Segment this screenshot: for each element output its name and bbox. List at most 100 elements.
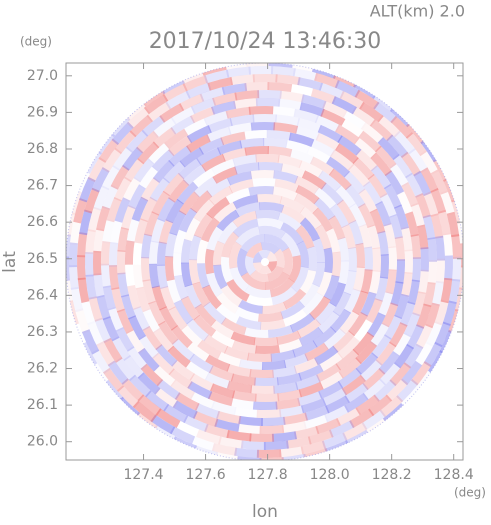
echo-cell bbox=[203, 301, 227, 325]
echo-cell bbox=[448, 309, 459, 333]
echo-cell bbox=[294, 125, 320, 141]
echo-cell bbox=[266, 130, 292, 141]
echo-cell bbox=[374, 145, 397, 169]
echo-cell bbox=[267, 261, 278, 272]
echo-cell bbox=[142, 325, 163, 351]
echo-cell bbox=[213, 201, 238, 223]
echo-cell bbox=[276, 330, 302, 346]
echo-cell bbox=[244, 255, 257, 276]
echo-cell bbox=[67, 212, 76, 237]
echo-cell bbox=[359, 101, 384, 123]
echo-cell bbox=[331, 96, 357, 115]
echo-cell bbox=[189, 353, 214, 374]
echo-cell bbox=[341, 224, 356, 250]
echo-cell bbox=[168, 306, 188, 331]
echo-cell bbox=[338, 260, 350, 286]
echo-cell bbox=[178, 191, 200, 216]
echo-cell bbox=[265, 271, 290, 290]
echo-cell bbox=[204, 372, 231, 389]
echo-cell bbox=[252, 178, 277, 187]
echo-cell bbox=[216, 292, 239, 314]
echo-cell bbox=[258, 250, 271, 259]
echo-cell bbox=[430, 188, 447, 214]
echo-cell bbox=[246, 63, 271, 67]
echo-cell bbox=[234, 447, 259, 458]
echo-cell bbox=[337, 135, 362, 156]
echo-cell bbox=[197, 263, 210, 289]
echo-cell bbox=[372, 247, 382, 272]
echo-cell bbox=[383, 183, 402, 209]
echo-cell bbox=[338, 357, 362, 379]
echo-cell bbox=[91, 349, 111, 374]
echo-cell bbox=[277, 212, 302, 231]
echo-cell bbox=[96, 205, 110, 232]
echo-cell bbox=[384, 314, 403, 340]
echo-cell bbox=[138, 347, 160, 372]
echo-cell bbox=[211, 100, 237, 115]
echo-cell bbox=[126, 106, 151, 129]
echo-cell bbox=[66, 278, 74, 303]
echo-cell bbox=[243, 327, 270, 339]
echo-cell bbox=[87, 206, 102, 233]
echo-cell bbox=[248, 66, 274, 75]
echo-cell bbox=[439, 330, 452, 354]
echo-cell bbox=[375, 201, 392, 227]
echo-cell bbox=[125, 129, 149, 153]
echo-cell bbox=[384, 170, 405, 195]
echo-cell bbox=[81, 329, 100, 355]
echo-cell bbox=[410, 202, 425, 228]
echo-cell bbox=[295, 224, 315, 249]
echo-cell bbox=[198, 137, 225, 155]
echo-cell bbox=[126, 103, 148, 121]
echo-cell bbox=[141, 115, 166, 137]
echo-cell bbox=[442, 300, 457, 326]
echo-cell bbox=[185, 82, 212, 99]
echo-cell bbox=[358, 223, 372, 249]
echo-cell bbox=[83, 342, 98, 365]
echo-cell bbox=[317, 310, 340, 334]
echo-cell bbox=[101, 184, 119, 210]
echo-cell bbox=[123, 355, 145, 379]
echo-cell bbox=[73, 198, 88, 224]
echo-cell bbox=[318, 170, 342, 192]
y-tick-label: 27.0 bbox=[27, 68, 58, 84]
echo-cell bbox=[415, 193, 431, 219]
echo-cell bbox=[232, 194, 259, 210]
echo-cell bbox=[211, 158, 236, 176]
echo-cell bbox=[300, 440, 327, 455]
echo-cell bbox=[116, 249, 126, 275]
echo-cell bbox=[252, 252, 263, 263]
echo-cell bbox=[369, 119, 394, 142]
echo-cell bbox=[120, 396, 141, 416]
echo-cell bbox=[425, 302, 440, 329]
echo-cell bbox=[232, 154, 257, 167]
echo-cell bbox=[199, 86, 226, 102]
echo-cell bbox=[372, 95, 394, 113]
echo-cell bbox=[439, 190, 455, 216]
echo-cell bbox=[451, 234, 461, 259]
echo-cell bbox=[256, 449, 282, 458]
echo-cell bbox=[392, 332, 412, 357]
echo-cell bbox=[304, 342, 329, 362]
echo-cell bbox=[259, 265, 272, 274]
echo-cell bbox=[281, 453, 306, 460]
echo-cell bbox=[258, 225, 286, 239]
echo-cell bbox=[267, 265, 284, 282]
echo-cell bbox=[93, 250, 102, 276]
echo-cell bbox=[332, 291, 352, 317]
echo-cell bbox=[168, 145, 192, 167]
echo-cell bbox=[329, 420, 355, 438]
echo-cell bbox=[145, 390, 170, 412]
echo-cell bbox=[401, 360, 423, 386]
echo-cell bbox=[240, 440, 266, 451]
echo-cell bbox=[337, 236, 349, 262]
echo-cell bbox=[290, 313, 315, 333]
echo-cell bbox=[404, 249, 414, 275]
echo-cell bbox=[341, 374, 366, 396]
echo-cell bbox=[137, 141, 160, 165]
echo-cell bbox=[315, 302, 337, 326]
echo-cell bbox=[224, 345, 250, 361]
echo-cell bbox=[369, 208, 386, 234]
echo-cell bbox=[240, 234, 265, 253]
echo-cell bbox=[454, 287, 463, 312]
